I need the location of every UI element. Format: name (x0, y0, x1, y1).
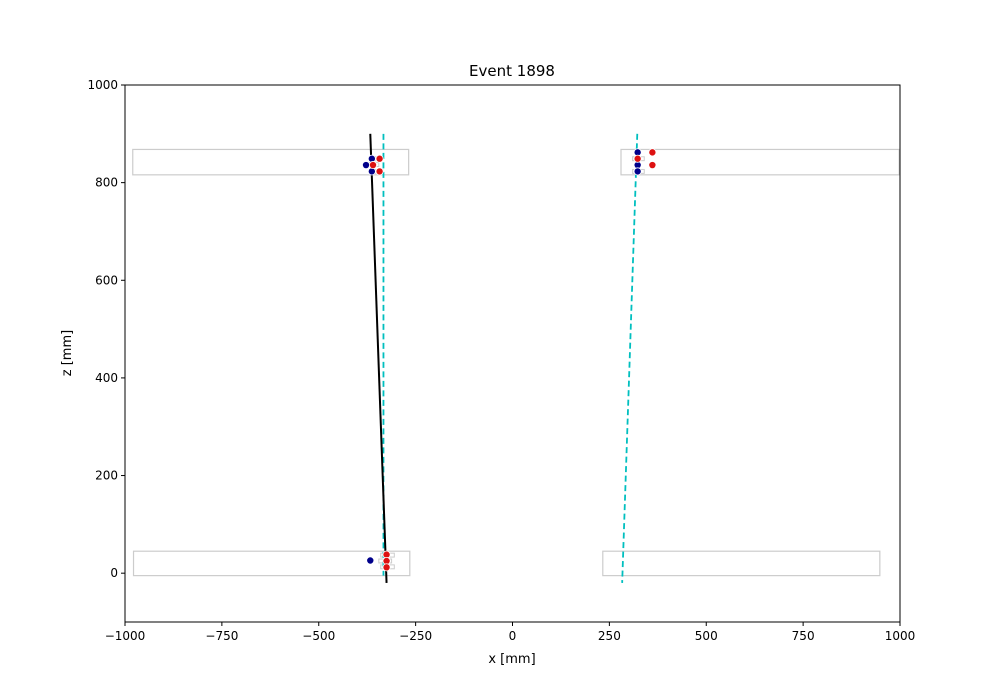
plot-area (125, 85, 900, 622)
y-tick-label: 1000 (87, 78, 118, 92)
x-tick-label: −500 (302, 629, 335, 643)
hit-point-blue (366, 556, 375, 565)
y-tick-label: 800 (95, 176, 118, 190)
hit-point-blue (633, 167, 642, 176)
detector-module (602, 550, 881, 577)
x-axis-label: x [mm] (488, 652, 535, 667)
hit-point-red (648, 161, 657, 170)
hit-point-red (368, 161, 377, 170)
x-tick-label: 500 (695, 629, 718, 643)
detector-module (620, 148, 900, 176)
x-tick-label: 750 (792, 629, 815, 643)
hit-point-red (382, 563, 391, 572)
x-tick-label: −750 (205, 629, 238, 643)
detector-module (132, 550, 411, 577)
x-tick-label: 250 (598, 629, 621, 643)
y-tick-label: 400 (95, 371, 118, 385)
y-axis-label: z [mm] (60, 330, 75, 376)
y-tick-label: 0 (110, 566, 118, 580)
x-tick-label: 0 (509, 629, 517, 643)
detector-module (132, 148, 410, 176)
x-axis: −1000 −750 −500 −250 0 250 500 750 1000 (105, 622, 916, 643)
hit-point-red (375, 167, 384, 176)
reco-track (369, 133, 388, 583)
dashed-track (621, 133, 639, 583)
y-axis: 0 200 400 600 800 1000 (87, 78, 125, 580)
x-tick-label: −1000 (105, 629, 146, 643)
hit-point-red (375, 154, 384, 163)
hit-point-red (648, 148, 657, 157)
y-tick-label: 200 (95, 469, 118, 483)
detector-modules (132, 148, 900, 577)
x-tick-label: 1000 (885, 629, 916, 643)
hit-point-blue (362, 161, 371, 170)
hit-point-red (633, 154, 642, 163)
chart-title: Event 1898 (469, 62, 555, 80)
y-tick-label: 600 (95, 273, 118, 287)
hits (362, 148, 657, 572)
tracks (369, 133, 639, 583)
x-tick-label: −250 (399, 629, 432, 643)
